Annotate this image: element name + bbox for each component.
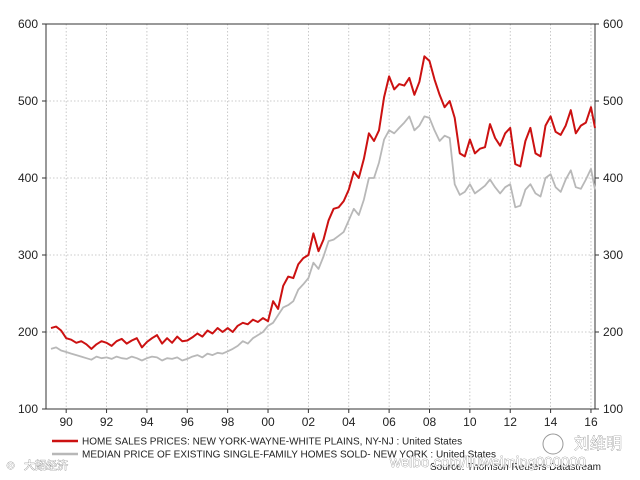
y-axis-right: 100 200 300 400 500 600 xyxy=(595,17,623,416)
series-line-home-sales xyxy=(50,55,596,350)
x-tick-label: 06 xyxy=(382,415,396,429)
x-tick-label: 94 xyxy=(140,415,154,429)
y-right-tick-label: 100 xyxy=(603,402,623,416)
x-tick-label: 14 xyxy=(544,415,558,429)
y-tick-label: 400 xyxy=(18,171,38,185)
x-tick-label: 90 xyxy=(60,415,74,429)
y-axis-left: 100 200 300 400 500 600 xyxy=(18,17,46,416)
x-axis: 90 92 94 96 98 00 02 04 06 08 10 12 14 16 xyxy=(60,409,598,429)
x-tick-label: 16 xyxy=(584,415,598,429)
x-tick-label: 00 xyxy=(261,415,275,429)
watermark-left: ⊙ 大韶经济 xyxy=(6,458,69,473)
weibo-logo-icon xyxy=(542,433,564,455)
y-right-tick-label: 400 xyxy=(603,171,623,185)
y-right-tick-label: 500 xyxy=(603,94,623,108)
x-tick-label: 02 xyxy=(302,415,316,429)
x-tick-label: 98 xyxy=(221,415,235,429)
y-tick-label: 500 xyxy=(18,94,38,108)
legend-label-median-price: MEDIAN PRICE OF EXISTING SINGLE-FAMILY H… xyxy=(82,450,496,461)
x-tick-label: 96 xyxy=(181,415,195,429)
watermark-weibo: 刘维明 weibo.com/liuweiming000000 xyxy=(389,433,622,471)
y-right-tick-label: 300 xyxy=(603,248,623,262)
x-tick-label: 10 xyxy=(463,415,477,429)
plot-frame xyxy=(45,23,596,410)
x-tick-label: 12 xyxy=(504,415,518,429)
x-tick-label: 04 xyxy=(342,415,356,429)
y-right-tick-label: 600 xyxy=(603,17,623,31)
grid xyxy=(46,24,595,409)
y-tick-label: 600 xyxy=(18,17,38,31)
wechat-logo-icon: ⊙ xyxy=(6,460,15,472)
series-line-median-price xyxy=(50,115,596,362)
y-tick-label: 300 xyxy=(18,248,38,262)
watermark-left-text: 大韶经济 xyxy=(24,458,68,472)
watermark-url: weibo.com/liuweiming000000 xyxy=(389,454,586,471)
source-note: Source: Thomson Reuters Datastream xyxy=(430,462,601,473)
x-tick-label: 92 xyxy=(100,415,114,429)
y-tick-label: 200 xyxy=(18,325,38,339)
series-layer xyxy=(50,55,596,362)
legend: HOME SALES PRICES: NEW YORK-WAYNE-WHITE … xyxy=(52,437,496,461)
x-tick-label: 08 xyxy=(423,415,437,429)
watermark-author: 刘维明 xyxy=(574,435,622,453)
y-tick-label: 100 xyxy=(18,402,38,416)
legend-label-home-sales: HOME SALES PRICES: NEW YORK-WAYNE-WHITE … xyxy=(82,437,462,448)
y-right-tick-label: 200 xyxy=(603,325,623,339)
